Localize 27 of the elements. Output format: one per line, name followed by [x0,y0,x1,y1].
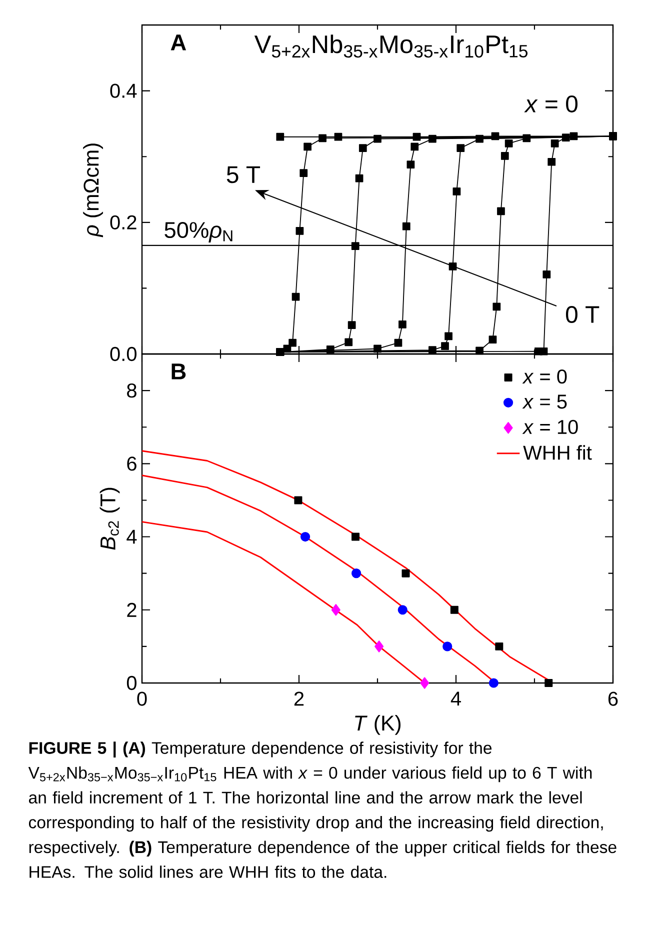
ref-line-label: 50%ρ$_{N}$ [164,222,232,243]
y-tick-label: 2 [127,602,136,617]
x-tick-label: 0 [137,692,147,706]
annotation: x = 0 [524,95,578,112]
legend-label: x = 10 [522,420,578,434]
y-tick-label: 8 [127,383,136,398]
y-tick-label: 0 [126,676,136,690]
y-tick-label: 6 [127,456,136,471]
y-axis-title: B$_{c2}$ (T) [100,488,120,550]
chart-title: B [172,364,186,380]
legend-label: WHH fit [523,445,592,460]
legend-label: x = 5 [522,394,567,409]
text: FIGURE 5 | (A) Temperature dependence of resistivity for the V$_{5+2x}$Nb$_{35−x}$Mo$_{35−x}$Ir$_{10}$Pt$_{15}$ HEA with x = 0 under various field up to 6 T with an field increment of 1 T. The horizontal line and the arrow mark the level corresponding to half of the resistivity drop and the increasing field direction, respectively. (B) Temperature dependence of the upper critical fields for these HEAs. The solid lines are WHH fits to the data. [28,742,616,878]
x-tick-label: 4 [450,692,461,706]
y-tick-label: 0.0 [110,346,136,362]
y-axis-title: ρ (mΩcm) [83,144,104,238]
text: V$_{5+2x}$Nb$_{35-x}$Mo$_{35-x}$Ir$_{10}$Pt$_{15}$ [254,34,528,58]
x-tick-label: 2 [294,692,304,706]
y-tick-label: 4 [126,530,137,544]
x-axis-title: T (K) [355,715,400,735]
y-tick-label: 0.2 [110,215,136,230]
chart-title: A [170,34,186,50]
annotation: 5 T [226,166,260,184]
annotation: 0 T [566,306,600,324]
legend-label: x = 0 [522,369,567,384]
x-tick-label: 6 [608,692,618,706]
y-tick-label: 0.4 [110,84,137,98]
